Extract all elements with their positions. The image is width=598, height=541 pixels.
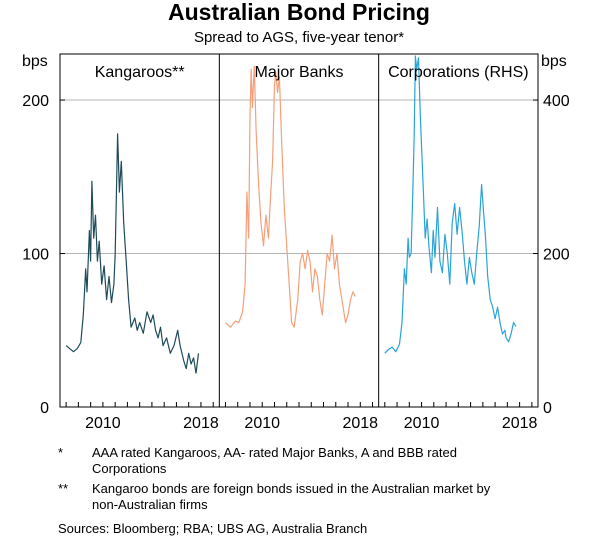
footnote-2: ** Kangaroo bonds are foreign bonds issu… <box>58 481 518 513</box>
footnote-1-text: AAA rated Kangaroos, AA- rated Major Ban… <box>92 445 457 476</box>
x-tick-label-panel-3-2018: 2018 <box>502 415 538 432</box>
series-line-panel-2 <box>225 65 356 328</box>
series-line-panel-3 <box>384 55 517 354</box>
sources-note: Sources: Bloomberg; RBA; UBS AG, Austral… <box>58 521 368 536</box>
footnotes: * AAA rated Kangaroos, AA- rated Major B… <box>58 445 518 517</box>
x-tick-label-panel-3-2010: 2010 <box>404 415 440 432</box>
plot-area: Kangaroos** 2010 2018 0 100 200 Major Banks 201… <box>22 53 570 432</box>
series-line-panel-1 <box>65 133 200 374</box>
x-tick-label-panel-2-2018: 2018 <box>342 415 378 432</box>
x-tick-label-panel-2-2010: 2010 <box>244 415 280 432</box>
right-tick-label-0: 0 <box>543 400 552 417</box>
footnote-1-mark: * <box>58 445 64 460</box>
x-tick-label-panel-1-2010: 2010 <box>85 415 121 432</box>
x-tick-label-panel-1-2018: 2018 <box>183 415 219 432</box>
footnote-2-text: Kangaroo bonds are foreign bonds issued … <box>92 481 491 512</box>
left-tick-label-0: 0 <box>40 400 49 417</box>
panel-label-3: Corporations (RHS) <box>388 64 528 81</box>
left-tick-label-100: 100 <box>22 247 49 264</box>
right-tick-label-400: 400 <box>543 93 570 110</box>
plot-frame <box>59 53 539 408</box>
right-tick-label-200: 200 <box>543 247 570 264</box>
left-tick-label-200: 200 <box>22 93 49 110</box>
chart-subtitle: Spread to AGS, five-year tenor* <box>194 29 404 46</box>
chart-title: Australian Bond Pricing <box>168 0 430 25</box>
footnote-2-mark: ** <box>58 481 69 496</box>
right-axis-unit: bps <box>541 53 567 70</box>
footnote-1: * AAA rated Kangaroos, AA- rated Major B… <box>58 445 518 477</box>
panel-label-1: Kangaroos** <box>95 64 185 81</box>
panel-label-2: Major Banks <box>255 64 344 81</box>
left-axis-unit: bps <box>22 53 48 70</box>
